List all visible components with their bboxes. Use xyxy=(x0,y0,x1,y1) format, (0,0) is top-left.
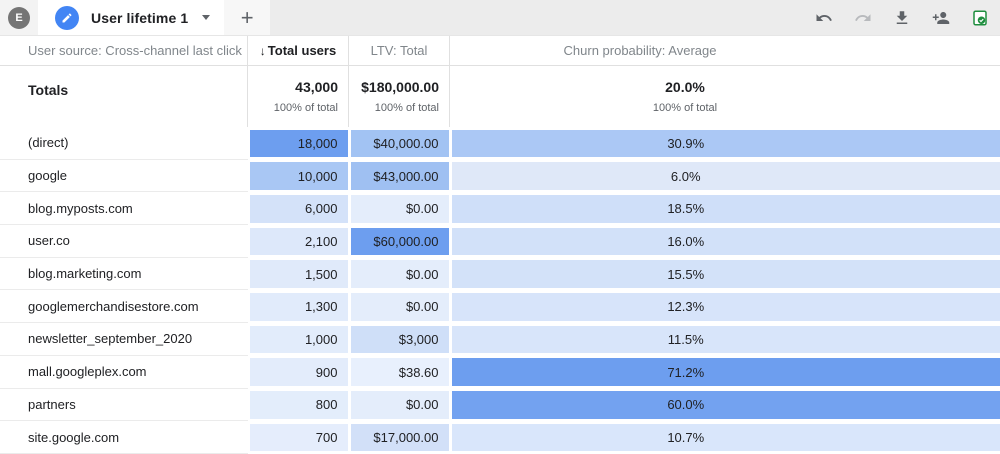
cell-total-users[interactable]: 18,000 xyxy=(248,127,349,160)
cell-total-users[interactable]: 10,000 xyxy=(248,159,349,193)
cell-total-users[interactable]: 800 xyxy=(248,388,349,422)
sort-descending-icon: ↓ xyxy=(259,43,266,58)
cell-total-users[interactable]: 900 xyxy=(248,355,349,389)
column-header-user-source[interactable]: User source: Cross-channel last click xyxy=(0,36,248,66)
cell-ltv[interactable]: $38.60 xyxy=(349,355,450,389)
cell-ltv[interactable]: $3,000 xyxy=(349,323,450,356)
row-label[interactable]: googlemerchandisestore.com xyxy=(0,290,248,324)
column-header-label: Total users xyxy=(267,43,337,58)
cell-ltv[interactable]: $60,000.00 xyxy=(349,225,450,258)
totals-ltv-sub: 100% of total xyxy=(374,102,439,114)
exploration-table: User source: Cross-channel last click ↓ … xyxy=(0,36,1000,454)
column-header-ltv[interactable]: LTV: Total xyxy=(349,36,450,66)
cell-ltv[interactable]: $0.00 xyxy=(349,290,450,324)
cell-churn[interactable]: 12.3% xyxy=(450,290,1000,324)
column-header-label: Churn probability: Average xyxy=(563,43,717,58)
cell-ltv[interactable]: $40,000.00 xyxy=(349,127,450,160)
cell-churn[interactable]: 71.2% xyxy=(450,355,1000,389)
cell-total-users[interactable]: 2,100 xyxy=(248,225,349,258)
totals-users-cell: 43,000 100% of total xyxy=(248,66,349,127)
cell-churn[interactable]: 30.9% xyxy=(450,127,1000,160)
totals-churn-value: 20.0% xyxy=(665,79,705,95)
tab-label: User lifetime 1 xyxy=(91,9,189,26)
row-label[interactable]: partners xyxy=(0,388,248,422)
chevron-down-icon[interactable] xyxy=(202,15,211,20)
tab-user-lifetime[interactable]: User lifetime 1 xyxy=(38,0,225,35)
cell-ltv[interactable]: $0.00 xyxy=(349,388,450,422)
cell-ltv[interactable]: $17,000.00 xyxy=(349,421,450,454)
row-label[interactable]: (direct) xyxy=(0,127,248,160)
cell-total-users[interactable]: 1,300 xyxy=(248,290,349,324)
row-label[interactable]: newsletter_september_2020 xyxy=(0,323,248,356)
totals-label: Totals xyxy=(28,81,69,98)
totals-row-label-cell: Totals xyxy=(0,66,248,127)
cell-ltv[interactable]: $0.00 xyxy=(349,257,450,291)
cell-churn[interactable]: 6.0% xyxy=(450,159,1000,193)
sheets-check-icon[interactable] xyxy=(970,8,990,28)
column-header-label: LTV: Total xyxy=(370,43,428,58)
totals-churn-cell: 20.0% 100% of total xyxy=(450,66,1000,127)
plus-icon: + xyxy=(240,4,254,30)
row-label[interactable]: user.co xyxy=(0,225,248,258)
cell-total-users[interactable]: 700 xyxy=(248,421,349,454)
toolbar-actions xyxy=(814,0,1000,35)
undo-icon[interactable] xyxy=(814,8,834,28)
row-label[interactable]: blog.myposts.com xyxy=(0,192,248,226)
cell-churn[interactable]: 16.0% xyxy=(450,225,1000,258)
cell-churn[interactable]: 18.5% xyxy=(450,192,1000,226)
row-label[interactable]: mall.googleplex.com xyxy=(0,355,248,389)
totals-ltv-value: $180,000.00 xyxy=(361,79,439,95)
redo-icon[interactable] xyxy=(853,8,873,28)
avatar: E xyxy=(8,6,30,29)
tab-bar: E User lifetime 1 + xyxy=(0,0,1000,36)
cell-ltv[interactable]: $43,000.00 xyxy=(349,159,450,193)
row-label[interactable]: blog.marketing.com xyxy=(0,257,248,291)
cell-churn[interactable]: 15.5% xyxy=(450,257,1000,291)
totals-ltv-cell: $180,000.00 100% of total xyxy=(349,66,450,127)
avatar-segment: E xyxy=(0,0,38,35)
row-label[interactable]: google xyxy=(0,159,248,193)
cell-total-users[interactable]: 1,500 xyxy=(248,257,349,291)
pencil-icon xyxy=(55,5,79,30)
column-header-total-users[interactable]: ↓ Total users xyxy=(248,36,349,66)
person-add-icon[interactable] xyxy=(931,8,951,28)
totals-users-value: 43,000 xyxy=(295,79,338,95)
cell-churn[interactable]: 10.7% xyxy=(450,421,1000,454)
column-header-churn[interactable]: Churn probability: Average xyxy=(450,36,1000,66)
cell-churn[interactable]: 60.0% xyxy=(450,388,1000,422)
cell-total-users[interactable]: 1,000 xyxy=(248,323,349,356)
totals-churn-sub: 100% of total xyxy=(652,102,718,114)
cell-total-users[interactable]: 6,000 xyxy=(248,192,349,226)
totals-users-sub: 100% of total xyxy=(273,102,338,114)
add-tab-button[interactable]: + xyxy=(224,0,271,35)
cell-churn[interactable]: 11.5% xyxy=(450,323,1000,356)
row-label[interactable]: site.google.com xyxy=(0,421,248,454)
download-icon[interactable] xyxy=(892,8,912,28)
cell-ltv[interactable]: $0.00 xyxy=(349,192,450,226)
